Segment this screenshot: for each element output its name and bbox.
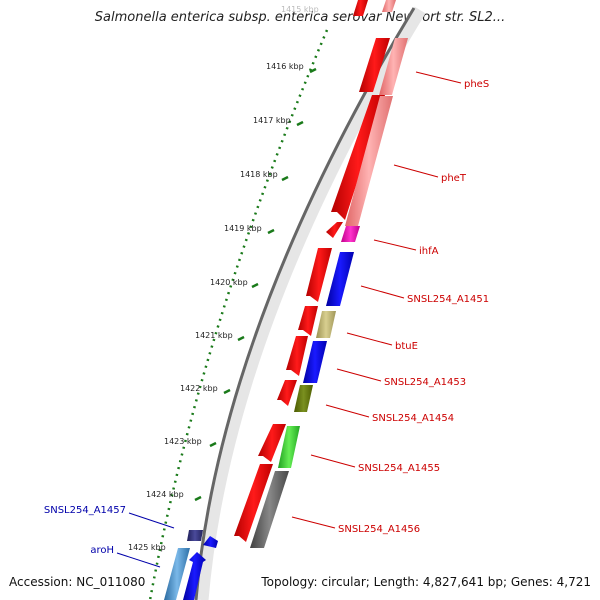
feature-arrow[interactable] bbox=[341, 226, 360, 242]
accession-text: Accession: NC_011080 bbox=[9, 575, 145, 589]
gene-label-SNSL254-A1455[interactable]: SNSL254_A1455 bbox=[358, 463, 440, 474]
gene-label-btuE[interactable]: btuE bbox=[395, 341, 418, 352]
gene-labels: pheS pheT ihfA SNSL254_A1451 btuE SNSL25… bbox=[44, 79, 489, 556]
tick-marks bbox=[180, 67, 317, 554]
feature-arrow[interactable] bbox=[326, 252, 354, 306]
tick-label: 1425 kbp bbox=[128, 543, 166, 552]
tick-label: 1416 kbp bbox=[266, 62, 304, 71]
tick-label: 1419 kbp bbox=[224, 224, 262, 233]
feature-arrow[interactable] bbox=[250, 471, 289, 548]
gene-label-SNSL254-A1456[interactable]: SNSL254_A1456 bbox=[338, 524, 420, 535]
tick-labels: 1415 kbp 1416 kbp 1417 kbp 1418 kbp 1419… bbox=[128, 5, 319, 552]
gene-label-SNSL254-A1453[interactable]: SNSL254_A1453 bbox=[384, 377, 466, 388]
gene-label-aroH[interactable]: aroH bbox=[90, 545, 114, 556]
map-title: Salmonella enterica subsp. enterica sero… bbox=[95, 10, 505, 25]
feature-arrow[interactable] bbox=[353, 0, 368, 16]
gene-label-SNSL254-A1454[interactable]: SNSL254_A1454 bbox=[372, 413, 454, 424]
tick-label: 1422 kbp bbox=[180, 384, 218, 393]
feature-arrow[interactable] bbox=[382, 0, 396, 12]
feature-arrow[interactable] bbox=[164, 548, 190, 600]
feature-arrow[interactable] bbox=[294, 385, 313, 412]
tick-label: 1421 kbp bbox=[195, 331, 233, 340]
reverse-features bbox=[164, 0, 408, 600]
label-leader-lines bbox=[116, 71, 462, 568]
feature-arrow[interactable] bbox=[379, 38, 408, 95]
feature-arrow[interactable] bbox=[187, 530, 203, 541]
feature-arrow[interactable] bbox=[203, 536, 218, 548]
gene-label-SNSL254-A1457[interactable]: SNSL254_A1457 bbox=[44, 505, 126, 516]
feature-arrow[interactable] bbox=[286, 336, 308, 376]
feature-arrow[interactable] bbox=[234, 464, 273, 542]
feature-arrow[interactable] bbox=[183, 552, 206, 600]
tick-label: 1423 kbp bbox=[164, 437, 202, 446]
feature-arrow[interactable] bbox=[303, 341, 327, 383]
tick-label: 1415 kbp bbox=[281, 5, 319, 14]
feature-arrow[interactable] bbox=[278, 426, 300, 468]
tick-label: 1420 kbp bbox=[210, 278, 248, 287]
tick-label: 1418 kbp bbox=[240, 170, 278, 179]
feature-arrow[interactable] bbox=[326, 222, 343, 238]
feature-arrow[interactable] bbox=[359, 38, 390, 92]
topology-text: Topology: circular; Length: 4,827,641 bp… bbox=[260, 575, 591, 589]
forward-features bbox=[234, 0, 390, 542]
feature-arrow[interactable] bbox=[277, 380, 297, 406]
feature-arrow[interactable] bbox=[345, 96, 393, 226]
feature-arrow[interactable] bbox=[298, 306, 318, 336]
gene-label-ihfA[interactable]: ihfA bbox=[419, 246, 439, 257]
tick-track bbox=[148, 29, 329, 600]
gene-label-pheT[interactable]: pheT bbox=[441, 173, 467, 184]
gene-label-SNSL254-A1451[interactable]: SNSL254_A1451 bbox=[407, 294, 489, 305]
feature-arrow[interactable] bbox=[258, 424, 286, 462]
feature-arrow[interactable] bbox=[306, 248, 332, 302]
feature-arrow[interactable] bbox=[331, 95, 385, 220]
tick-label: 1424 kbp bbox=[146, 490, 184, 499]
tick-label: 1417 kbp bbox=[253, 116, 291, 125]
gene-label-pheS[interactable]: pheS bbox=[464, 79, 489, 90]
backbone bbox=[194, 6, 426, 600]
feature-arrow[interactable] bbox=[316, 311, 336, 338]
